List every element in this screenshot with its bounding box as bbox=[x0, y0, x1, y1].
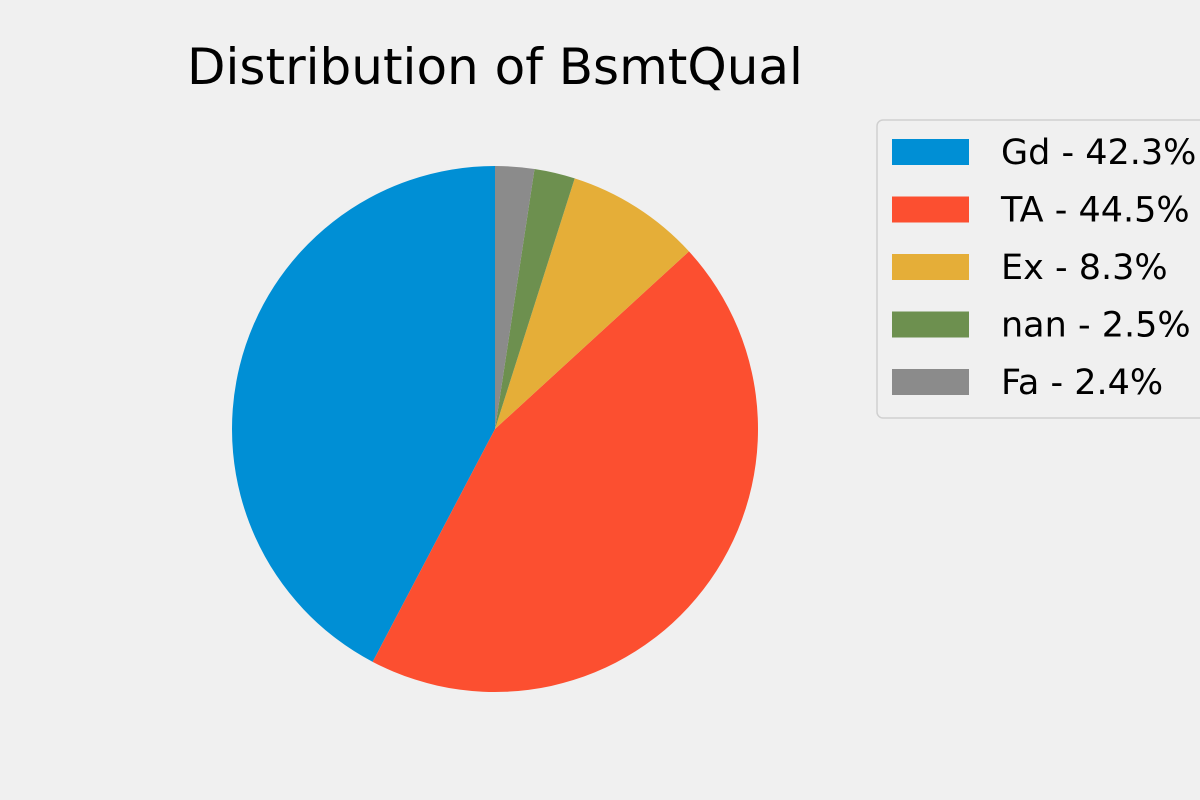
legend-swatch-nan bbox=[892, 311, 969, 338]
legend-swatch-Gd bbox=[892, 139, 969, 165]
legend-swatch-TA bbox=[892, 196, 969, 223]
pie-slice-Fa bbox=[495, 166, 535, 429]
legend-label-Gd: Gd - 42.3% bbox=[1001, 133, 1196, 173]
legend-swatch-Ex bbox=[892, 254, 969, 280]
legend-label-Ex: Ex - 8.3% bbox=[1001, 248, 1168, 288]
pie-slice-Gd bbox=[231, 166, 495, 662]
pie-slice-Ex bbox=[495, 178, 689, 429]
pie-slice-nan bbox=[495, 168, 575, 430]
legend: Gd - 42.3% TA - 44.5% Ex - 8.3% nan - 2.5% F… bbox=[876, 119, 1200, 419]
legend-label-Fa: Fa - 2.4% bbox=[1001, 363, 1163, 403]
legend-frame bbox=[876, 119, 1200, 419]
legend-swatch-Fa bbox=[892, 369, 969, 395]
legend-label-TA: TA - 44.5% bbox=[1000, 191, 1190, 231]
pie-slices bbox=[231, 166, 759, 693]
legend-label-nan: nan - 2.5% bbox=[1001, 306, 1191, 346]
chart-title: Distribution of BsmtQual bbox=[187, 38, 803, 96]
pie-slice-TA bbox=[372, 251, 759, 693]
